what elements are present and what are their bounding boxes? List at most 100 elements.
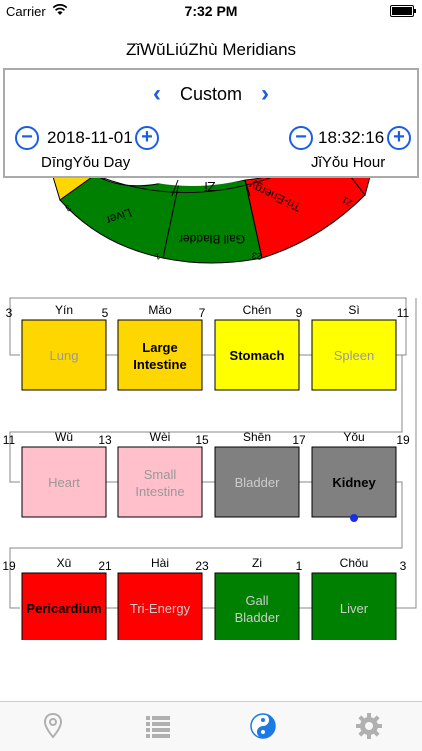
- meridian-name: Bladder: [235, 475, 280, 490]
- meridian-name: Liver: [340, 601, 369, 616]
- yin-yang-icon[interactable]: [247, 710, 279, 742]
- meridian-box-fill: [117, 446, 203, 518]
- next-mode-button[interactable]: ›: [261, 80, 270, 107]
- meridian-box-large-intestine[interactable]: Large Intestine: [117, 319, 203, 391]
- wheel-number-23: 23: [251, 250, 263, 262]
- meridian-box-heart[interactable]: Heart: [21, 446, 107, 518]
- wheel-number-1: 1: [154, 251, 161, 262]
- meridian-name-line: Spleen: [334, 348, 374, 363]
- hour-start-number: 3: [6, 306, 13, 320]
- branch-label: Sì: [348, 303, 359, 317]
- hour-start-number: 21: [98, 559, 112, 573]
- hour-start-number: 23: [195, 559, 209, 573]
- meridian-box-fill: [21, 319, 107, 391]
- meridian-name: Pericardium: [26, 601, 101, 616]
- meridian-name-line: Pericardium: [26, 601, 101, 616]
- previous-mode-button[interactable]: ‹: [152, 80, 161, 107]
- gear-icon[interactable]: [353, 710, 385, 742]
- status-time: 7:32 PM: [184, 3, 238, 19]
- meridian-name-line: Intestine: [133, 357, 186, 372]
- meridian-box-small-intestine[interactable]: Small Intestine: [117, 446, 203, 518]
- wheel-label-gall: Gall Bladder: [179, 232, 245, 246]
- hour-pillar-label: JǐYǒu Hour: [311, 154, 386, 171]
- meridian-box-lung[interactable]: Lung: [21, 319, 107, 391]
- hour-start-number: 13: [98, 433, 112, 447]
- meridian-name-line: Liver: [340, 601, 369, 616]
- meridian-box-fill: [117, 319, 203, 391]
- location-pin-icon[interactable]: [37, 710, 69, 742]
- date-decrement-button[interactable]: −: [15, 126, 39, 150]
- meridian-box-bladder[interactable]: Bladder: [214, 446, 300, 518]
- branch-label: Wèi: [150, 430, 171, 444]
- day-pillar-label: DīngYǒu Day: [41, 154, 131, 171]
- status-bar: Carrier 7:32 PM: [0, 0, 422, 22]
- meridian-box-fill: [21, 446, 107, 518]
- meridian-box-spleen[interactable]: Spleen: [311, 319, 397, 391]
- meridian-box-fill: [311, 319, 397, 391]
- hour-start-number: 1: [296, 559, 303, 573]
- meridian-name: Gall Bladder: [235, 593, 280, 625]
- time-value: 18:32:16: [318, 128, 385, 147]
- meridian-name-line: Tri-Energy: [130, 601, 191, 616]
- meridian-box-fill: [311, 446, 397, 518]
- row-end-number: 3: [400, 559, 407, 573]
- hour-start-number: 11: [3, 433, 16, 447]
- branch-label: Yín: [55, 303, 73, 317]
- meridian-box-fill: [311, 572, 397, 640]
- hour-start-number: 19: [2, 559, 16, 573]
- meridian-box-fill: [214, 319, 300, 391]
- meridian-name: Kidney: [332, 475, 376, 490]
- meridian-box-fill: [214, 446, 300, 518]
- time-decrement-button[interactable]: −: [289, 126, 313, 150]
- date-increment-button[interactable]: +: [135, 126, 159, 150]
- meridian-name: Tri-Energy: [130, 601, 191, 616]
- hour-start-number: 5: [102, 306, 109, 320]
- meridian-name: Spleen: [334, 348, 374, 363]
- wheel-number-21: 21: [340, 195, 354, 209]
- branch-label: Yǒu: [343, 430, 364, 444]
- branch-label: Wǔ: [55, 430, 73, 444]
- page-title: ZǐWǔLiúZhù Meridians: [125, 40, 297, 59]
- time-increment-button[interactable]: +: [387, 126, 411, 150]
- list-icon[interactable]: [142, 710, 174, 742]
- wheel-label-gall-bladder: Gall Bladder: [179, 232, 245, 246]
- branch-label: Mǎo: [148, 303, 172, 317]
- branch-label: Zi: [252, 556, 262, 570]
- hour-start-number: 17: [292, 433, 306, 447]
- meridian-box-liver[interactable]: Liver: [311, 572, 397, 640]
- meridian-name: Heart: [48, 475, 80, 490]
- meridian-name-line: Bladder: [235, 610, 280, 625]
- branch-label: Hài: [151, 556, 169, 570]
- meridian-cycle: Lung Yín 3 Large Intestine Mǎo 5 Stomach Chén 7 Sp…: [2, 297, 417, 640]
- mode-selector: ‹ Custom ›: [5, 80, 417, 108]
- hour-start-number: 7: [199, 306, 206, 320]
- meridian-box-kidney[interactable]: Kidney: [311, 446, 397, 518]
- meridian-name: Stomach: [230, 348, 285, 363]
- battery-icon: [390, 5, 416, 17]
- meridian-name: Lung: [50, 348, 79, 363]
- mode-label: Custom: [179, 83, 242, 104]
- meridian-box-stomach[interactable]: Stomach: [214, 319, 300, 391]
- branch-label: Chǒu: [340, 556, 369, 570]
- meridian-name-line: Lung: [50, 348, 79, 363]
- branch-label: Chén: [243, 303, 272, 317]
- date-value: 2018-11-01: [47, 128, 133, 147]
- cycle-connector: [9, 297, 417, 609]
- meridian-box-fill: [214, 572, 300, 640]
- meridian-box-fill: [117, 572, 203, 640]
- branch-label: Xū: [57, 556, 72, 570]
- meridian-box-fill: [21, 572, 107, 640]
- meridian-name-line: Bladder: [235, 475, 280, 490]
- tab-bar: [0, 701, 422, 751]
- meridian-box-tri-energy[interactable]: Tri-Energy: [117, 572, 203, 640]
- meridian-name-line: Kidney: [332, 475, 376, 490]
- hour-start-number: 9: [296, 306, 303, 320]
- meridian-name-line: Heart: [48, 475, 80, 490]
- wheel-tick-1: [171, 179, 179, 197]
- wifi-icon: [52, 4, 68, 15]
- branch-label: Shēn: [243, 430, 271, 444]
- carrier-label: Carrier: [6, 4, 46, 19]
- meridian-box-gall-bladder[interactable]: Gall Bladder: [214, 572, 300, 640]
- meridian-name-line: Large: [142, 340, 177, 355]
- meridian-box-pericardium[interactable]: Pericardium: [21, 572, 107, 640]
